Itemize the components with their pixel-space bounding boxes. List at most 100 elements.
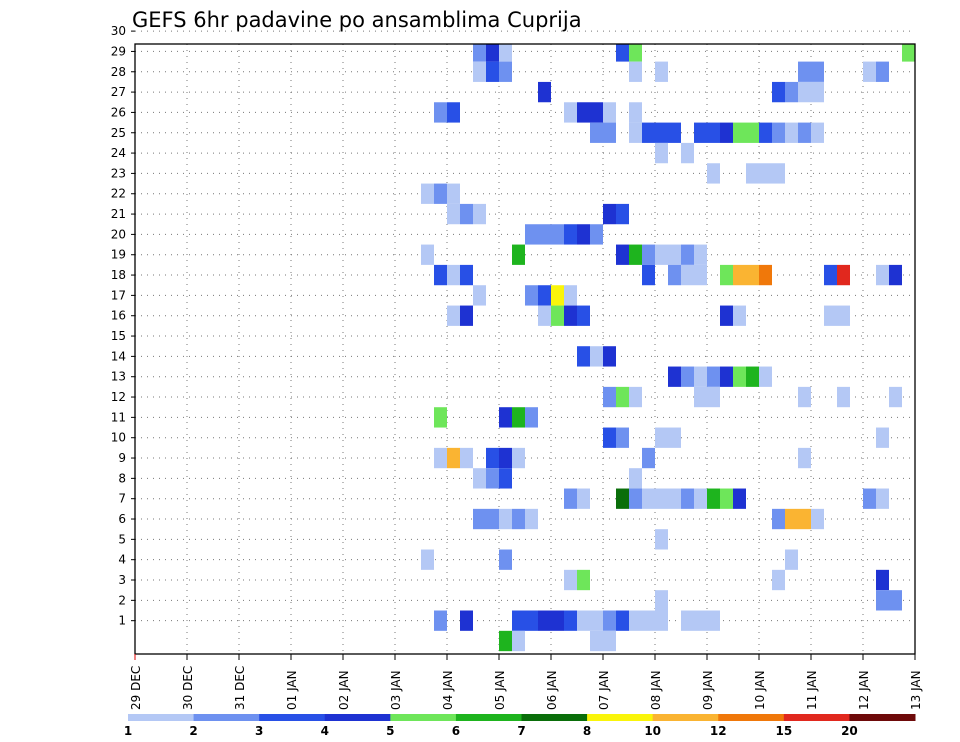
heatmap-cell [512, 610, 525, 631]
heatmap-cell [655, 142, 668, 164]
heatmap-cell [642, 447, 655, 469]
y-tick-label: 6 [118, 512, 126, 526]
heatmap-cell [577, 102, 590, 123]
heatmap-cell [603, 203, 616, 225]
heatmap-cell [798, 122, 811, 143]
heatmap-cell [720, 264, 733, 286]
heatmap-cell [603, 346, 616, 367]
heatmap-cell [694, 386, 707, 408]
heatmap-cell [629, 102, 642, 123]
heatmap-cell [512, 630, 525, 652]
heatmap-cell [707, 163, 720, 184]
heatmap-cell [746, 163, 759, 184]
x-tick-label: 11 JAN [805, 670, 819, 710]
heatmap-cell [590, 224, 603, 245]
heatmap-cell [655, 610, 668, 631]
heatmap-cell [512, 244, 525, 265]
heatmap-cell [681, 610, 694, 631]
heatmap-cell [460, 610, 473, 631]
heatmap-cell [837, 264, 850, 286]
heatmap-cell [434, 447, 447, 469]
y-tick-label: 10 [111, 431, 126, 445]
heatmap-cell [876, 61, 889, 82]
x-tick-label: 29 DEC [129, 666, 143, 710]
heatmap-cell [863, 61, 876, 82]
heatmap-cell [785, 122, 798, 143]
heatmap-cell [876, 569, 889, 591]
heatmap-cell [642, 488, 655, 509]
heatmap-cell [564, 610, 577, 631]
heatmap-cell [668, 244, 681, 265]
heatmap-cell [746, 366, 759, 387]
heatmap-cell [655, 122, 668, 143]
heatmap-cell [798, 61, 811, 82]
y-tick-label: 19 [111, 248, 126, 262]
heatmap-cell [694, 244, 707, 265]
colorbar-label: 7 [517, 724, 525, 738]
y-tick-label: 28 [111, 65, 126, 79]
heatmap-cell [889, 590, 902, 611]
heatmap-cell [694, 610, 707, 631]
heatmap-cell [746, 122, 759, 143]
heatmap-cell [473, 508, 486, 530]
heatmap-cell [720, 122, 733, 143]
y-tick-label: 17 [111, 288, 126, 302]
heatmap-cell [642, 122, 655, 143]
heatmap-cell [655, 61, 668, 82]
colorbar-swatch [390, 714, 457, 721]
heatmap-cell [499, 447, 512, 469]
heatmap-cell [681, 366, 694, 387]
heatmap-cell [460, 447, 473, 469]
y-tick-label: 3 [118, 573, 126, 587]
heatmap-cell [447, 183, 460, 204]
heatmap-cell [486, 468, 499, 489]
heatmap-cell [629, 610, 642, 631]
heatmap-cell [447, 102, 460, 123]
colorbar-swatch [652, 714, 719, 721]
y-tick-label: 9 [118, 451, 126, 465]
heatmap-cell [577, 610, 590, 631]
chart-title: GEFS 6hr padavine po ansamblima Cuprija [132, 8, 582, 32]
colorbar-swatch [521, 714, 588, 721]
heatmap-cell [681, 142, 694, 164]
heatmap-cell [707, 488, 720, 509]
x-tick-label: 08 JAN [649, 670, 663, 710]
heatmap-cell [551, 305, 564, 326]
heatmap-cell [629, 468, 642, 489]
heatmap-cell [486, 61, 499, 82]
heatmap-cell [772, 122, 785, 143]
heatmap-cell [538, 610, 551, 631]
colorbar-label: 5 [386, 724, 394, 738]
heatmap-cell [590, 122, 603, 143]
x-tick-label: 03 JAN [389, 670, 403, 710]
colorbar-label: 12 [710, 724, 727, 738]
y-tick-label: 25 [111, 126, 126, 140]
y-tick-label: 16 [111, 309, 126, 323]
heatmap-cell [694, 488, 707, 509]
heatmap-cell [616, 244, 629, 265]
x-tick-label: 09 JAN [701, 670, 715, 710]
colorbar-label: 6 [452, 724, 460, 738]
heatmap-cell [486, 508, 499, 530]
heatmap-cell [668, 488, 681, 509]
y-tick-label: 29 [111, 44, 126, 58]
heatmap-cell [629, 122, 642, 143]
heatmap-cell [603, 102, 616, 123]
heatmap-cell [525, 508, 538, 530]
x-tick-label: 31 DEC [233, 666, 247, 710]
heatmap-cell [434, 183, 447, 204]
heatmap-cell [473, 285, 486, 306]
heatmap-cell [876, 590, 889, 611]
plot-frame [134, 43, 916, 655]
heatmap-cell [772, 163, 785, 184]
heatmap-cell [707, 122, 720, 143]
x-tick-label: 07 JAN [597, 670, 611, 710]
heatmap-cell [616, 488, 629, 509]
heatmap-cell [577, 488, 590, 509]
heatmap-cell [629, 488, 642, 509]
heatmap-cell [577, 224, 590, 245]
heatmap-cell [525, 224, 538, 245]
heatmap-cell [447, 203, 460, 225]
y-tick-label: 26 [111, 105, 126, 119]
heatmap-cell [564, 569, 577, 591]
